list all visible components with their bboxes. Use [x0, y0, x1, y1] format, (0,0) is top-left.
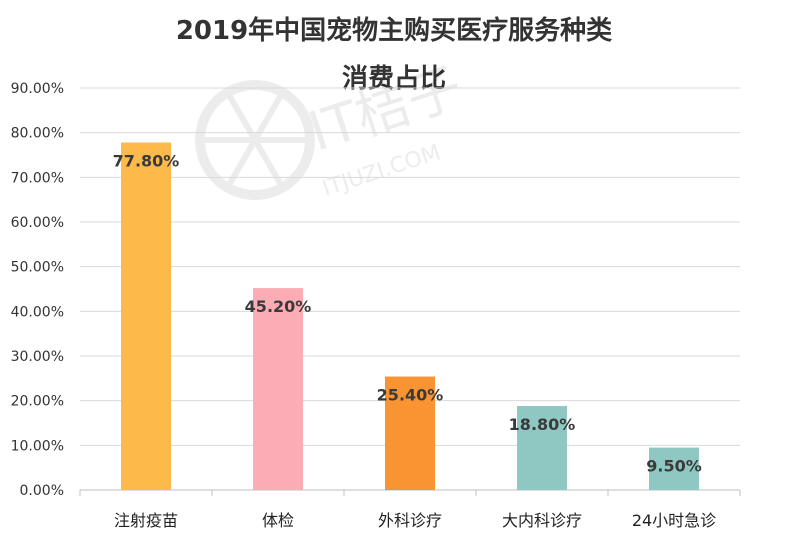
data-label: 18.80% — [509, 415, 576, 434]
y-tick-label: 0.00% — [20, 483, 64, 499]
y-tick-label: 20.00% — [11, 394, 64, 410]
y-tick-label: 90.00% — [11, 81, 64, 97]
x-category-label: 注射疫苗 — [114, 511, 178, 530]
bar — [517, 406, 567, 490]
data-label: 25.40% — [377, 386, 444, 405]
y-tick-label: 80.00% — [11, 126, 64, 142]
x-category-label: 24小时急诊 — [632, 511, 716, 530]
data-label: 45.20% — [245, 297, 312, 316]
data-label: 9.50% — [646, 457, 702, 476]
bar — [121, 142, 171, 490]
bar — [253, 288, 303, 490]
chart-subtitle: 消费占比 — [341, 64, 446, 94]
watermark-spoke — [224, 90, 258, 142]
watermark-spoke — [252, 138, 286, 190]
bar — [385, 376, 435, 490]
y-tick-label: 30.00% — [11, 349, 64, 365]
watermark-text-cn: IT桔子 — [301, 55, 470, 163]
y-tick-label: 40.00% — [11, 304, 64, 320]
bar — [649, 447, 699, 490]
y-tick-label: 50.00% — [11, 260, 64, 276]
watermark-circle — [195, 80, 315, 200]
watermark-spoke — [252, 90, 286, 142]
watermark-spoke — [224, 138, 258, 190]
x-category-label: 外科诊疗 — [378, 511, 442, 530]
x-category-label: 体检 — [262, 511, 294, 530]
y-tick-label: 60.00% — [11, 215, 64, 231]
data-label: 77.80% — [113, 151, 180, 170]
y-tick-label: 70.00% — [11, 170, 64, 186]
y-tick-label: 10.00% — [11, 438, 64, 454]
x-category-label: 大内科诊疗 — [502, 511, 582, 530]
chart-title: 2019年中国宠物主购买医疗服务种类 — [175, 16, 613, 46]
